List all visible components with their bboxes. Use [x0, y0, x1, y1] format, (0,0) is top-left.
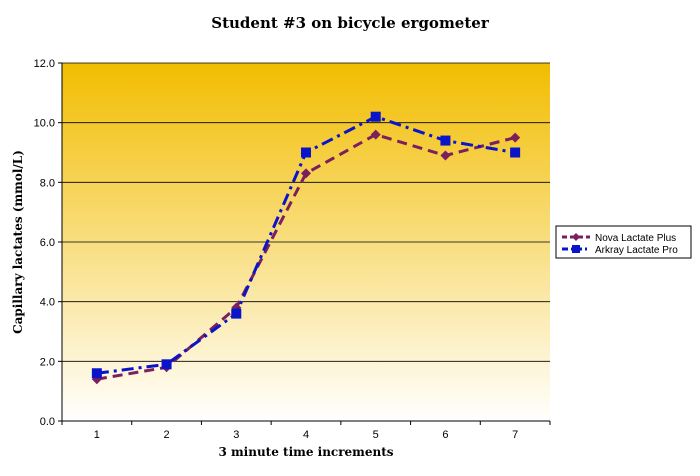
data-point [301, 147, 311, 158]
legend-marker [572, 233, 580, 241]
y-tick-label: 10.0 [34, 118, 55, 130]
legend-label: Arkray Lactate Pro [595, 245, 678, 256]
y-tick-labels: 0.0 2.0 4.0 6.0 8.0 10.0 12.0 [34, 58, 62, 428]
data-point [231, 308, 242, 319]
x-tick-label: 3 [233, 429, 239, 441]
chart-title: Student #3 on bicycle ergometer [211, 14, 490, 32]
x-tick-labels: 1 2 3 4 5 6 7 [61, 421, 551, 441]
x-tick-label: 6 [442, 429, 448, 441]
x-tick-label: 1 [94, 429, 100, 441]
legend-item: Nova Lactate Plus [562, 233, 676, 244]
data-point [91, 368, 102, 379]
legend-box [555, 225, 692, 259]
y-tick-label: 12.0 [34, 58, 55, 70]
y-tick-label: 4.0 [40, 297, 55, 309]
y-tick-label: 0.0 [40, 416, 55, 428]
data-point [370, 111, 381, 122]
x-axis-title: 3 minute time increments [218, 445, 393, 459]
legend-item: Arkray Lactate Pro [562, 245, 678, 256]
y-tick-label: 2.0 [40, 356, 55, 368]
x-tick-label: 7 [512, 429, 518, 441]
data-point [370, 129, 381, 140]
data-point [440, 135, 451, 146]
series-1 [91, 111, 521, 379]
legend-label: Nova Lactate Plus [595, 233, 676, 244]
x-tick-label: 4 [303, 429, 309, 441]
data-point [510, 132, 521, 143]
y-tick-label: 8.0 [40, 177, 55, 189]
series-layer [91, 111, 521, 385]
x-tick-label: 2 [164, 429, 170, 441]
y-tick-label: 6.0 [40, 237, 55, 249]
x-tick-label: 5 [373, 429, 379, 441]
data-point [440, 150, 451, 161]
y-axis-title: Capillary lactates (mmol/L) [11, 150, 25, 334]
data-point [301, 168, 311, 179]
gridlines [62, 62, 550, 362]
data-point [510, 147, 521, 158]
legend-marker [572, 245, 580, 253]
data-point [161, 359, 172, 370]
